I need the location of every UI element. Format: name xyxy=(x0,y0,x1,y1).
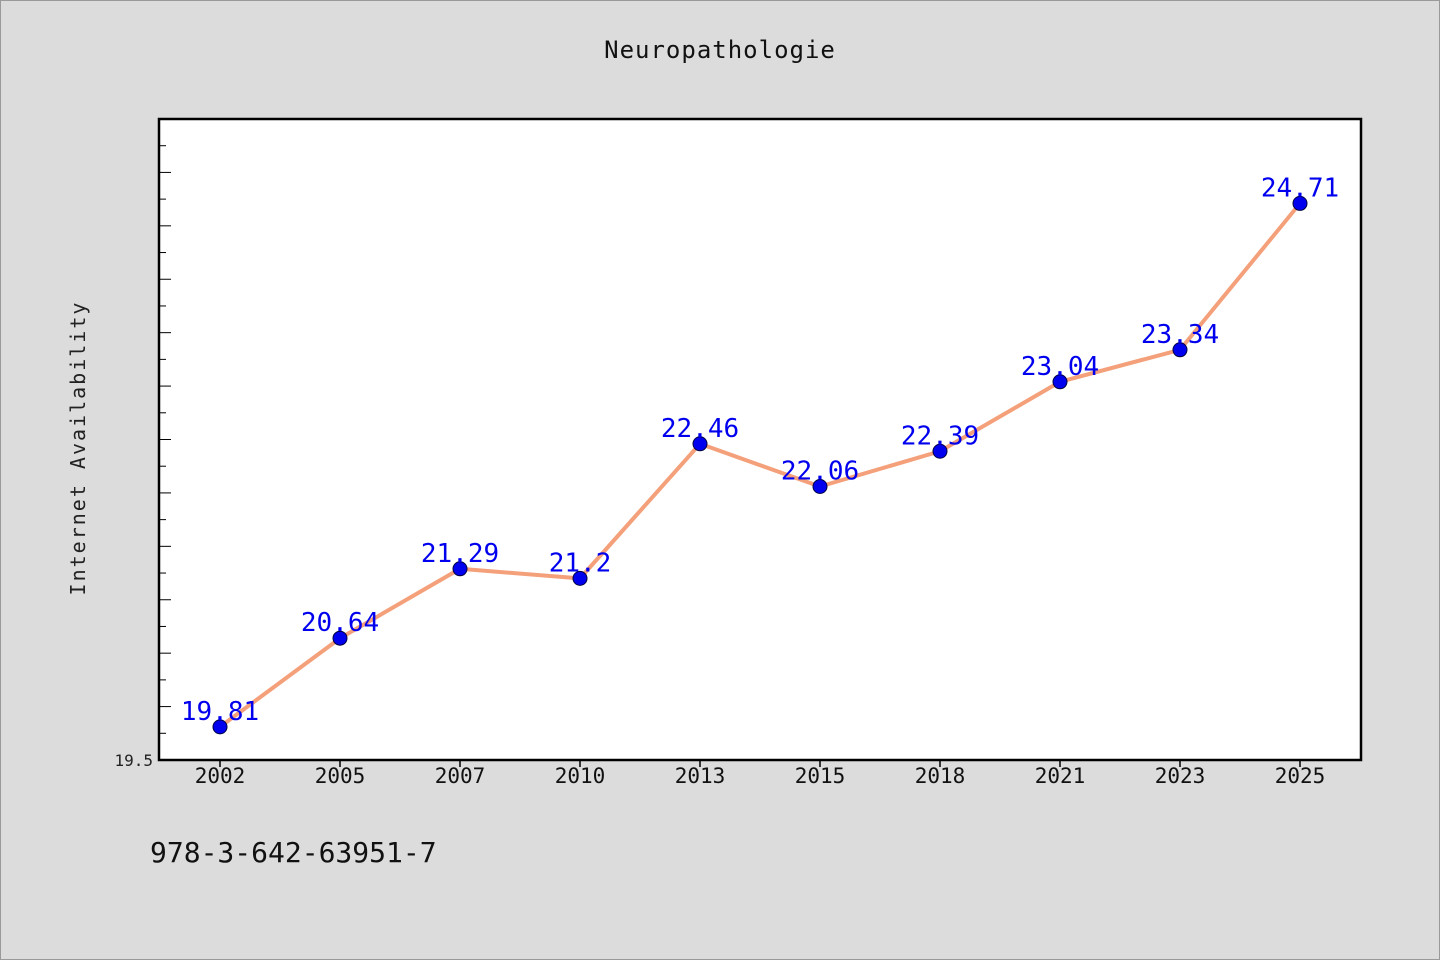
x-tick-label: 2021 xyxy=(1035,764,1086,788)
isbn-label: 978-3-642-63951-7 xyxy=(150,836,437,869)
x-tick-label: 2025 xyxy=(1275,764,1326,788)
x-tick-label: 2015 xyxy=(795,764,846,788)
series-line xyxy=(218,201,1302,729)
x-tick-label: 2010 xyxy=(555,764,606,788)
data-label: 20.64 xyxy=(301,608,379,638)
x-tick-label: 2023 xyxy=(1155,764,1206,788)
y-tick-label: 19.5 xyxy=(114,751,153,770)
data-label: 22.39 xyxy=(901,421,979,451)
data-point xyxy=(212,719,228,735)
data-point xyxy=(1052,374,1068,390)
data-label: 23.34 xyxy=(1141,320,1219,350)
x-tick-label: 2018 xyxy=(915,764,966,788)
data-point xyxy=(1172,342,1188,358)
data-label: 23.04 xyxy=(1021,352,1099,382)
data-label: 22.46 xyxy=(661,414,739,444)
x-tick-label: 2005 xyxy=(315,764,366,788)
data-label: 21.29 xyxy=(421,539,499,569)
data-label: 24.71 xyxy=(1261,173,1339,203)
data-point xyxy=(332,630,348,646)
x-tick-label: 2007 xyxy=(435,764,486,788)
x-tick-label: 2002 xyxy=(195,764,246,788)
data-point xyxy=(452,561,468,577)
chart-title: Neuropathologie xyxy=(604,36,836,64)
x-tick-label: 2013 xyxy=(675,764,726,788)
data-label: 22.06 xyxy=(781,457,859,487)
data-point xyxy=(572,570,588,586)
data-label: 19.81 xyxy=(181,697,259,727)
plot-area xyxy=(157,117,1363,762)
data-point xyxy=(812,479,828,495)
data-point xyxy=(1292,195,1308,211)
data-point xyxy=(692,436,708,452)
data-point xyxy=(932,443,948,459)
data-label: 21.2 xyxy=(549,548,612,578)
